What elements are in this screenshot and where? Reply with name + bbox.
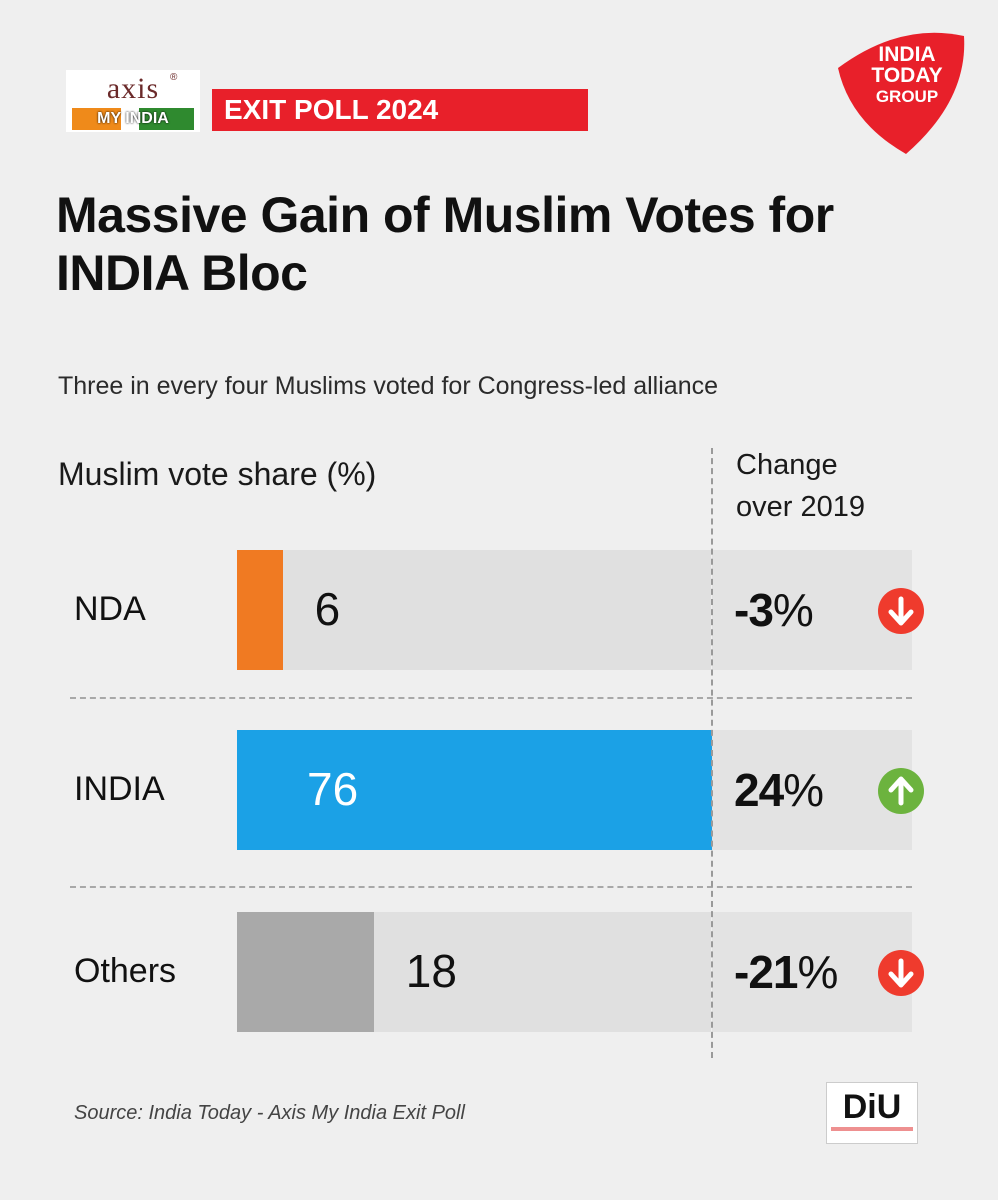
arrow-down-icon	[878, 950, 924, 996]
category-label: INDIA	[74, 770, 165, 808]
bar-track: 6	[237, 550, 711, 670]
bar-value-label: 18	[405, 945, 457, 997]
india-today-shield-shape	[838, 32, 965, 154]
bar	[237, 550, 283, 670]
india-today-group-text: INDIA TODAY GROUP	[852, 44, 962, 107]
change-cell: -21%	[712, 912, 924, 1032]
diu-underline	[831, 1127, 913, 1131]
row-divider	[70, 886, 912, 888]
arrow-up-icon	[878, 768, 924, 814]
chart-title: Massive Gain of Muslim Votes for INDIA B…	[56, 187, 834, 301]
diu-wordmark: DiU	[842, 1088, 902, 1126]
itg-line-group: GROUP	[875, 87, 939, 106]
change-cell: 24%	[712, 730, 924, 850]
bar-row-others: Others 18 -21%	[0, 912, 998, 1032]
axis-my-india-logo: axis ® MY INDIA	[66, 70, 200, 132]
change-column-label: Change over 2019	[736, 444, 936, 528]
my-india-wordmark: MY INDIA	[72, 108, 194, 130]
bar-row-nda: NDA 6 -3%	[0, 550, 998, 670]
change-value: -3%	[734, 584, 814, 636]
change-cell: -3%	[712, 550, 924, 670]
bar-value-label: 6	[314, 583, 341, 635]
arrow-down-icon	[878, 588, 924, 634]
change-value: 24%	[734, 764, 824, 816]
change-value: -21%	[734, 946, 838, 998]
category-label: NDA	[74, 590, 146, 628]
bar	[237, 912, 374, 1032]
chart-subtitle: Three in every four Muslims voted for Co…	[58, 372, 718, 400]
itg-line-today: TODAY	[871, 64, 943, 87]
bar-value-label: 76	[307, 763, 359, 815]
change-label-line2: over 2019	[736, 491, 865, 523]
bar-row-india: INDIA 76 24%	[0, 730, 998, 850]
bar-track: 18	[237, 912, 711, 1032]
source-note: Source: India Today - Axis My India Exit…	[74, 1102, 465, 1124]
row-divider	[70, 697, 912, 699]
exit-poll-badge: EXIT POLL 2024	[212, 89, 588, 131]
diu-logo: DiU	[826, 1082, 918, 1144]
value-axis-label: Muslim vote share (%)	[58, 456, 377, 492]
change-column-divider	[711, 448, 713, 1058]
change-label-line1: Change	[736, 449, 838, 481]
registered-mark: ®	[170, 72, 178, 83]
category-label: Others	[74, 952, 177, 990]
axis-logo-wordmark: axis	[106, 72, 160, 105]
bar-track: 76	[237, 730, 815, 850]
itg-line-india: INDIA	[878, 43, 936, 66]
india-today-group-logo	[838, 32, 965, 154]
